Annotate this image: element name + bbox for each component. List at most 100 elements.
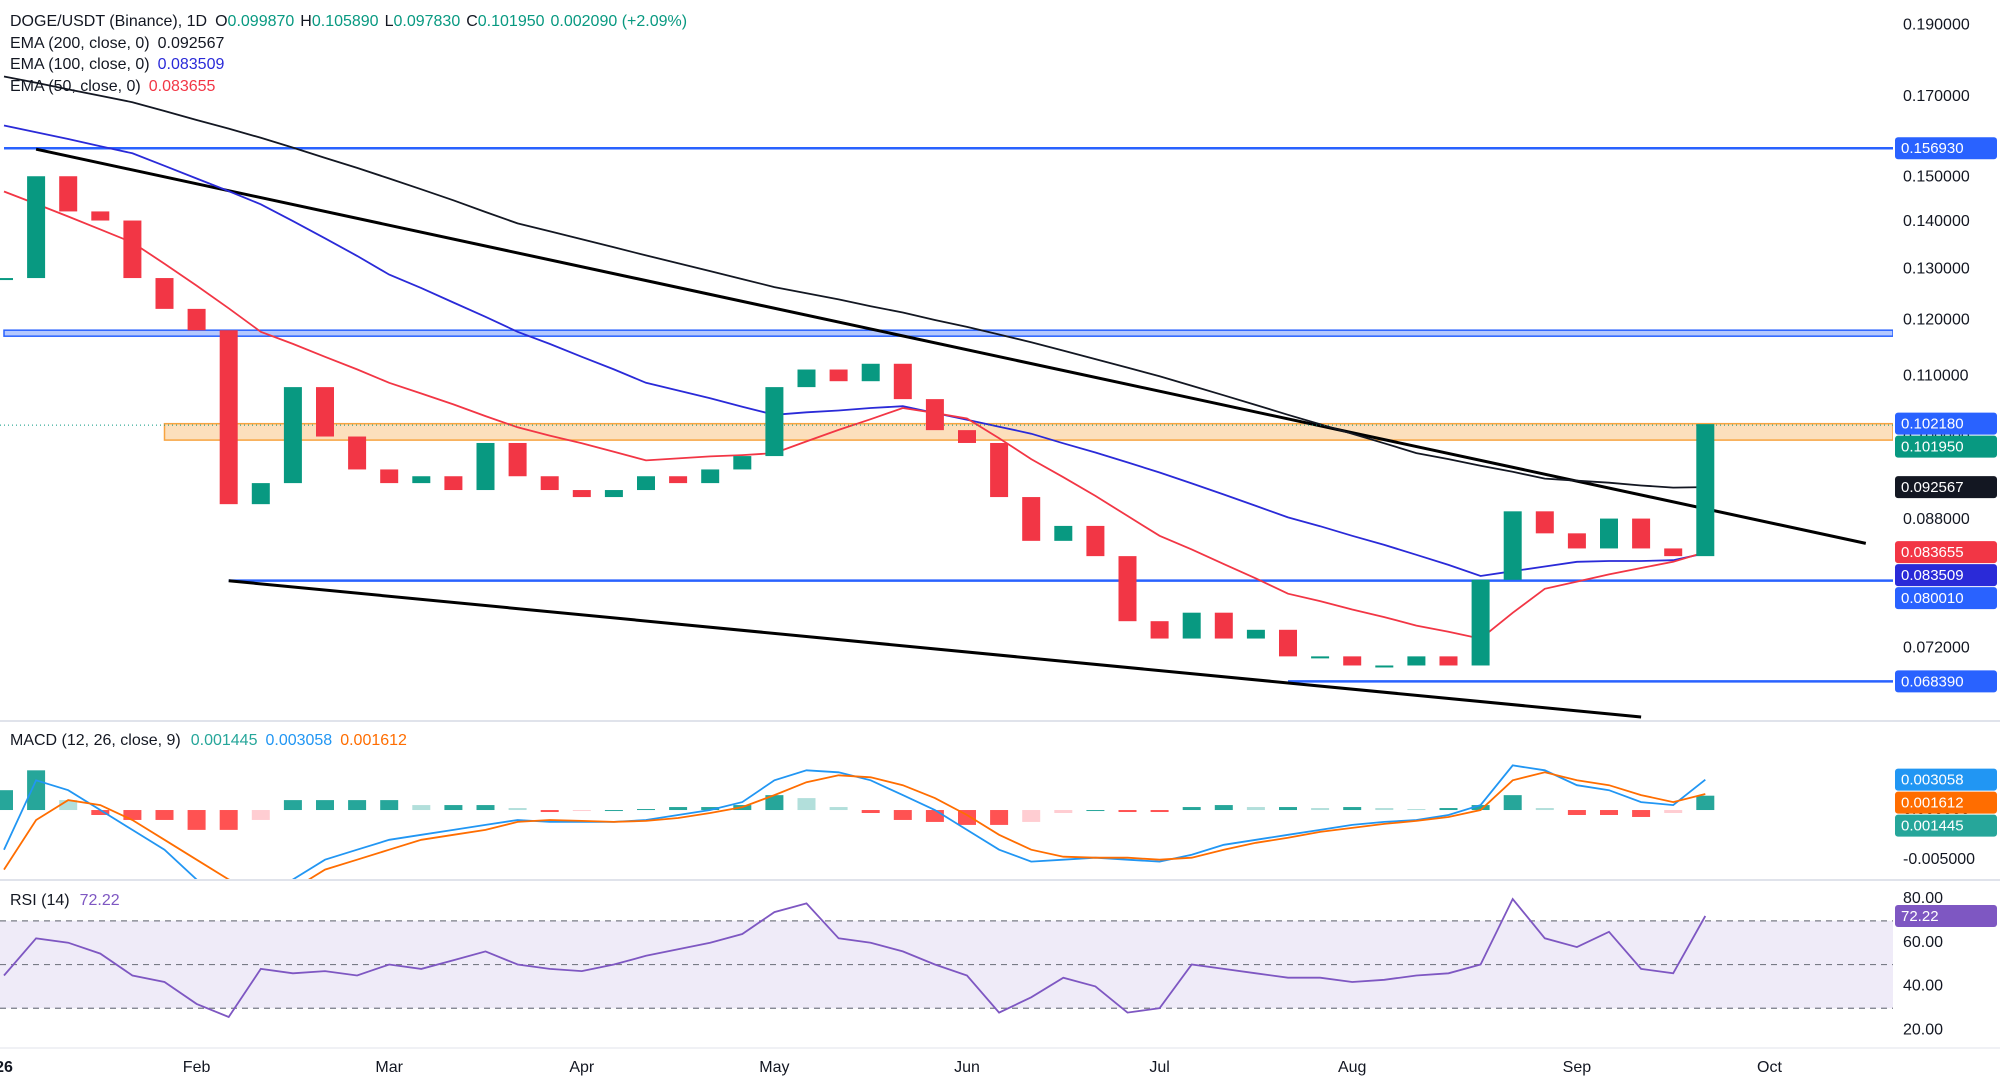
macd-value: 0.001445: [191, 732, 258, 749]
histogram-bar: [27, 770, 46, 811]
x-tick-label: May: [759, 1059, 789, 1076]
price-tag-label: 0.083509: [1901, 567, 1964, 584]
histogram-bar: [251, 810, 270, 820]
candle-body: [1535, 511, 1554, 534]
x-tick-label: Mar: [375, 1059, 403, 1076]
macd-legend: MACD (12, 26, close, 9) 0.001445 0.003058 0…: [10, 732, 407, 749]
price-tag-label: 0.102180: [1901, 416, 1964, 433]
candle-body: [1343, 656, 1362, 666]
candle-body: [1311, 656, 1330, 659]
candle-body: [540, 476, 559, 491]
price-pane: [0, 75, 1893, 719]
price-tag-label: 0.001445: [1901, 818, 1964, 835]
x-tick-label: Aug: [1338, 1059, 1366, 1076]
histogram-bar: [91, 810, 110, 815]
candle-body: [604, 490, 623, 498]
y-tick-label: 0.140000: [1903, 213, 1970, 230]
candle-body: [476, 442, 495, 491]
ema-legend: EMA (50, close, 0) 0.083655: [10, 78, 216, 95]
trendline: [228, 579, 1642, 719]
histogram-bar: [316, 800, 334, 811]
histogram-bar: [155, 810, 174, 820]
macd-title: MACD (12, 26, close, 9): [10, 732, 181, 749]
price-tag-label: 0.001612: [1901, 795, 1964, 812]
macd-pane: [0, 764, 1715, 879]
histogram-bar: [123, 810, 142, 820]
price-tag-label: 0.080010: [1901, 590, 1964, 607]
y-tick-label: 0.120000: [1903, 312, 1970, 329]
macd-value: 0.003058: [265, 732, 332, 749]
y-tick-label: 0.150000: [1903, 168, 1970, 185]
histogram-bar: [1150, 810, 1169, 813]
histogram-bar: [701, 807, 720, 811]
histogram-bar: [1535, 808, 1554, 811]
price-tag: [1895, 137, 1997, 160]
histogram-bar: [958, 810, 976, 825]
histogram-bar: [1503, 795, 1522, 811]
x-tick-label: Jun: [954, 1059, 980, 1076]
y-tick-label: 20.00: [1903, 1021, 1943, 1038]
histogram-bar: [1214, 805, 1233, 811]
ema-name: EMA (200, close, 0): [10, 35, 150, 52]
histogram-bar: [990, 810, 1009, 825]
ema-value: 0.092567: [158, 35, 225, 52]
histogram-bar: [765, 795, 784, 811]
candle-body: [1567, 533, 1586, 549]
histogram-bar: [283, 800, 302, 811]
price-tag: [1895, 791, 1997, 814]
candle-body: [1022, 497, 1041, 541]
y-tick-label: 0.170000: [1903, 88, 1970, 105]
histogram-bar: [380, 800, 399, 811]
y-tick-label: -0.005000: [1903, 851, 1975, 868]
candle-body: [1600, 518, 1618, 549]
trendline: [35, 147, 1867, 545]
candle-body: [27, 176, 46, 279]
histogram-bar: [1375, 808, 1394, 811]
price-tag: [1895, 564, 1997, 587]
histogram-bar: [1054, 810, 1073, 814]
ohlc-key: O: [215, 13, 227, 30]
x-tick-label: Apr: [569, 1059, 595, 1076]
candle-body: [155, 278, 174, 309]
histogram-bar: [444, 805, 463, 811]
histogram-bar: [1022, 810, 1041, 822]
candle-body: [0, 278, 13, 281]
candle-body: [861, 363, 880, 382]
histogram-bar: [1311, 808, 1330, 811]
candle-body: [91, 211, 110, 221]
x-tick-label: Feb: [183, 1059, 211, 1076]
histogram-bar: [508, 808, 527, 811]
candle-body: [380, 469, 399, 484]
candle-body: [669, 476, 688, 484]
histogram-bar: [861, 810, 880, 814]
candle-body: [797, 369, 816, 388]
histogram-bar: [1279, 807, 1297, 811]
ema-legend: EMA (100, close, 0) 0.083509: [10, 56, 224, 73]
price-tag-label: 0.003058: [1901, 772, 1964, 789]
histogram-bar: [1118, 810, 1137, 813]
candle-body: [1118, 556, 1137, 622]
histogram-bar: [1567, 810, 1586, 815]
histogram-bar: [219, 810, 238, 830]
zone: [3, 329, 1893, 337]
candle-body: [1054, 525, 1073, 541]
candle-body: [893, 363, 912, 400]
histogram-bar: [476, 805, 495, 811]
y-tick-label: 80.00: [1903, 890, 1943, 907]
histogram-bar: [1086, 810, 1105, 812]
ohlc-key: C: [466, 13, 478, 30]
candle-body: [1439, 656, 1458, 666]
symbol: DOGE/USDT (Binance), 1D: [10, 13, 207, 30]
change: 0.002090 (+2.09%): [551, 13, 688, 30]
ema-line: [3, 190, 1706, 640]
ema-line: [3, 75, 1706, 489]
candle-body: [1471, 579, 1490, 666]
candle-body: [1664, 548, 1683, 557]
candle-body: [637, 476, 655, 491]
price-legend: DOGE/USDT (Binance), 1D O0.099870 H0.10589…: [10, 13, 687, 30]
ohlc-value: 0.099870: [228, 13, 295, 30]
histogram-bar: [1407, 809, 1426, 811]
histogram-bar: [1439, 808, 1458, 811]
histogram-bar: [797, 798, 816, 811]
